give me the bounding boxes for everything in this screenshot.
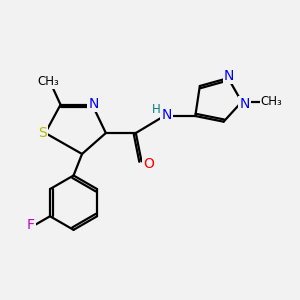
Text: CH₃: CH₃ <box>38 75 59 88</box>
Text: N: N <box>224 69 235 83</box>
Text: F: F <box>27 218 35 232</box>
Text: H: H <box>152 103 161 116</box>
Text: O: O <box>143 157 154 171</box>
Text: CH₃: CH₃ <box>261 95 283 108</box>
Text: N: N <box>239 97 250 111</box>
Text: S: S <box>38 126 47 140</box>
Text: N: N <box>88 97 99 111</box>
Text: N: N <box>161 108 172 122</box>
